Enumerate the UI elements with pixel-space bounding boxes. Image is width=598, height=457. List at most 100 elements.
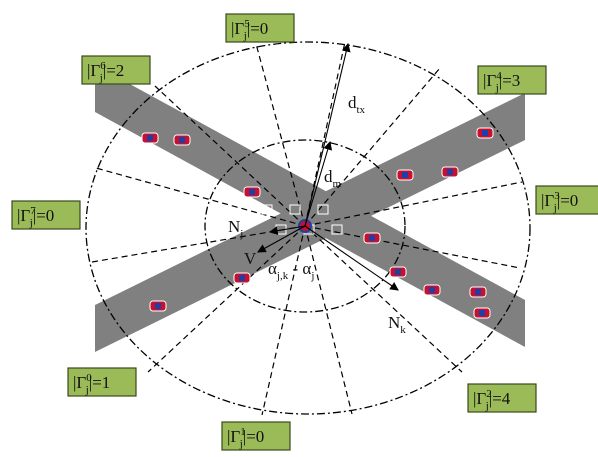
sector-line (254, 39, 306, 227)
sector-line (304, 41, 346, 227)
annotation: dm (324, 167, 342, 190)
sup: 2 (486, 388, 492, 400)
sector-label: |Γ7 j|=0 (17, 205, 54, 229)
car-window (395, 269, 401, 275)
symbol: |Γ (73, 373, 86, 392)
sector-label: |Γ2 j|=4 (473, 388, 511, 412)
arrow (304, 42, 351, 227)
sub: k (400, 324, 406, 336)
sector-label: |Γ6 j|=2 (87, 60, 124, 84)
sup: 5 (244, 18, 250, 30)
symbol: |Γ (473, 389, 486, 408)
sub: j (29, 217, 33, 229)
sup: 3 (554, 190, 560, 202)
sector-line (91, 225, 306, 263)
sector-label: |Γ3 j|=0 (541, 190, 578, 214)
car-window (475, 289, 481, 295)
sector-line (304, 225, 353, 415)
annotation: Nk (388, 313, 406, 336)
main: d (324, 167, 333, 186)
car-window (447, 169, 453, 175)
sector-line (154, 85, 306, 227)
car-window (147, 135, 153, 141)
annotation: αj,k - αj (268, 259, 314, 282)
car-window (479, 310, 485, 316)
symbol: |Γ (227, 427, 240, 446)
sup: 7 (30, 205, 36, 217)
sector-label: |Γ5 j|=0 (231, 18, 268, 42)
sector-label-box (467, 383, 537, 413)
sector-label-box (221, 421, 291, 451)
arrow (268, 225, 306, 236)
car-window (179, 137, 185, 143)
tail: |=4 (489, 389, 511, 408)
sector-line (304, 225, 521, 269)
arrow (257, 225, 306, 253)
tail: |=0 (243, 427, 265, 446)
crosswalk (331, 224, 343, 235)
sub: m (333, 178, 342, 190)
crosswalk (261, 204, 273, 215)
tail: |=0 (557, 191, 579, 210)
car-window (429, 287, 435, 293)
sup: 0 (86, 372, 92, 384)
sector-label-box (535, 185, 598, 215)
sub: j (239, 228, 243, 240)
sector-label-box (81, 55, 151, 85)
symbol: |Γ (231, 19, 244, 38)
sector-label: |Γ1 j|=0 (227, 426, 264, 450)
tail: |=1 (89, 373, 111, 392)
annotation: Nj (228, 217, 243, 240)
sub: j (485, 400, 489, 412)
main: α (268, 259, 277, 278)
symbol: |Γ (541, 191, 554, 210)
sup: 1 (240, 426, 246, 438)
sector-line (147, 225, 306, 373)
sector-label-box (477, 65, 547, 95)
sector-line (304, 181, 523, 227)
tail: |=0 (247, 19, 269, 38)
sub: j (495, 82, 499, 94)
car-window (402, 172, 408, 178)
sup: 4 (496, 70, 502, 82)
symbol: |Γ (483, 71, 496, 90)
tail: |=2 (103, 61, 125, 80)
crosswalk (289, 204, 301, 215)
sector-line (304, 225, 463, 373)
symbol: |Γ (17, 206, 30, 225)
tail: |=3 (499, 71, 521, 90)
car-window (249, 189, 255, 195)
sub: j (243, 30, 247, 42)
main: - α (288, 259, 311, 278)
sector-label: |Γ4 j|=3 (483, 70, 520, 94)
annotation: dtx (348, 93, 366, 116)
sup: 6 (100, 60, 106, 72)
sub: j (553, 202, 557, 214)
symbol: |Γ (87, 61, 100, 80)
sector-line (95, 167, 306, 227)
main: N (228, 217, 240, 236)
outer-range (85, 41, 531, 415)
sector-line (304, 67, 441, 227)
car-window (482, 130, 488, 136)
sector-line (261, 225, 306, 416)
sub: j,k (276, 270, 289, 282)
sector-label: |Γ0 j|=1 (73, 372, 110, 396)
car-window (369, 235, 375, 241)
sector-label-box (225, 13, 295, 43)
main: d (348, 93, 357, 112)
car-window (239, 275, 245, 281)
sector-label-box (11, 200, 81, 230)
main: V (244, 249, 257, 268)
sector-label-box (67, 367, 137, 397)
arrow (304, 140, 333, 227)
main: N (388, 313, 400, 332)
crosswalk (317, 204, 329, 215)
sub: j (310, 270, 314, 282)
annotation: V (244, 249, 257, 268)
inner-range (204, 139, 406, 313)
car-window (155, 303, 161, 309)
arrow (304, 225, 399, 291)
sub: j (239, 438, 243, 450)
